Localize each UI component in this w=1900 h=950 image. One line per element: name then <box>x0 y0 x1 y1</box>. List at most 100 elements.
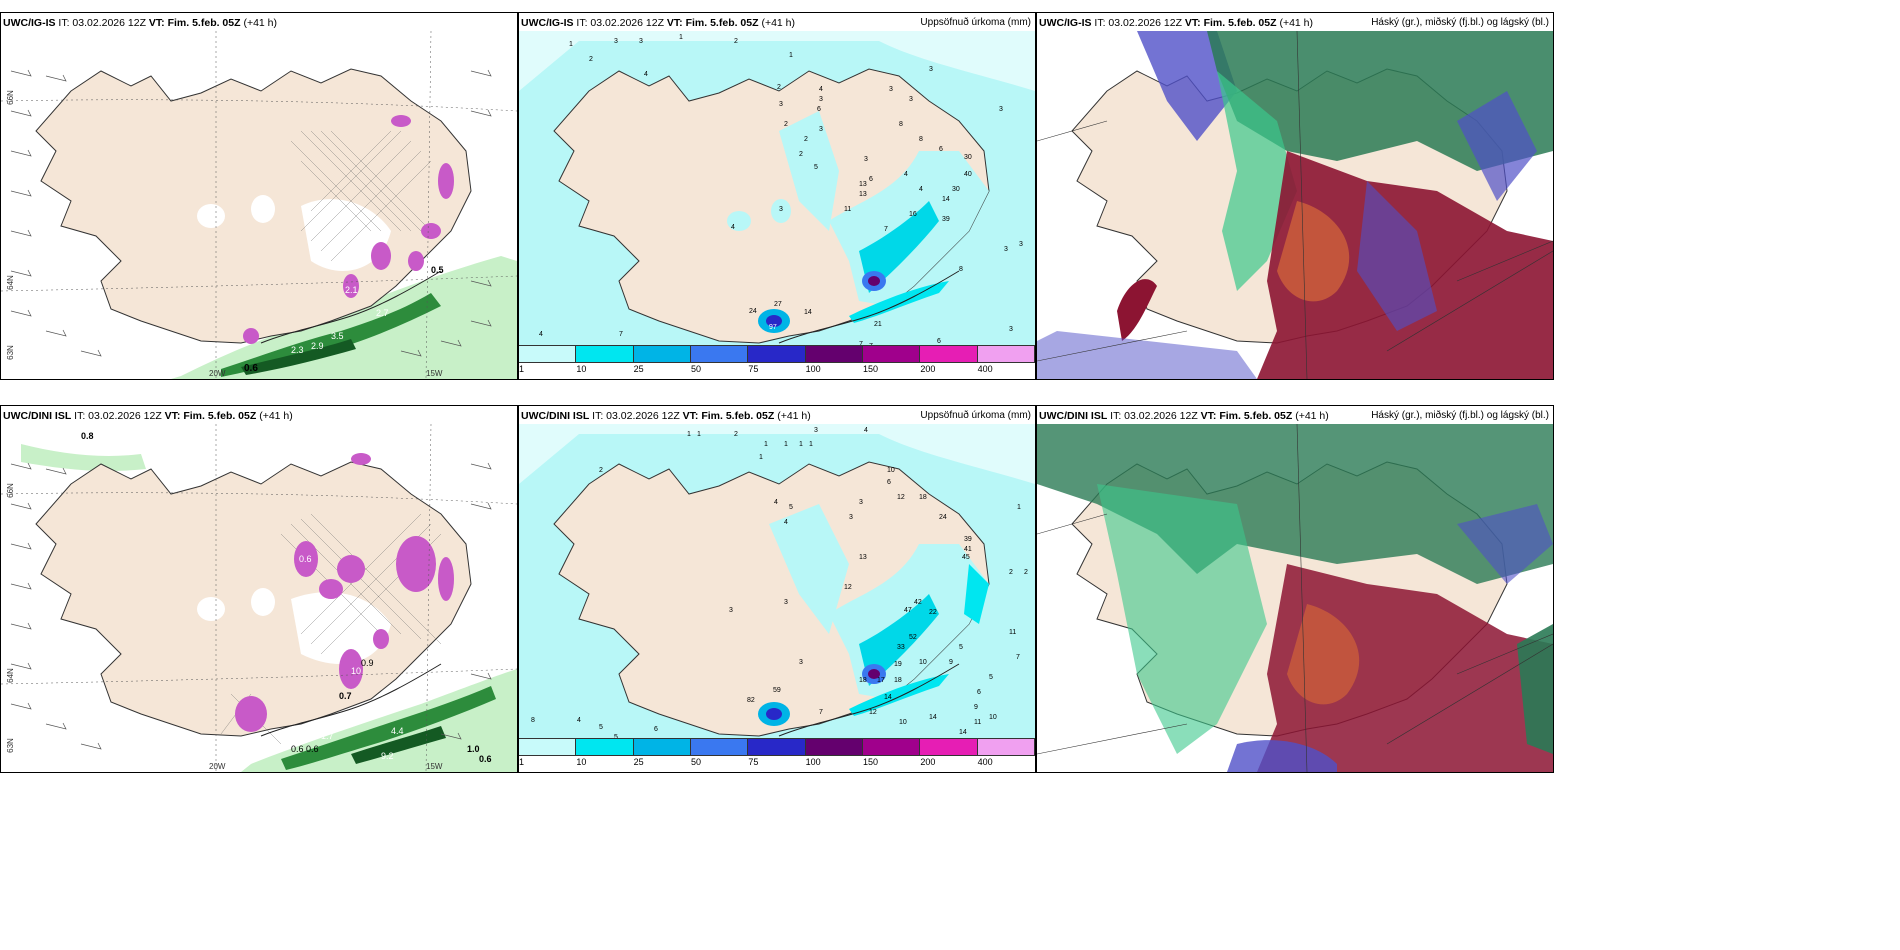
panel-title: UWC/IG-IS IT: 03.02.2026 12Z VT: Fim. 5.… <box>1039 17 1314 29</box>
svg-text:11: 11 <box>844 206 851 213</box>
svg-text:3: 3 <box>859 499 863 506</box>
svg-text:1.7: 1.7 <box>321 731 334 741</box>
svg-text:9: 9 <box>949 659 953 666</box>
svg-text:8: 8 <box>899 121 903 128</box>
legend-label: 10 <box>576 757 587 767</box>
value-label: 0.6 <box>244 363 258 374</box>
svg-text:3: 3 <box>889 86 893 93</box>
precip-legend: 1 10 25 50 75 100 150 200 400 <box>519 738 1035 772</box>
panel-subtitle: Uppsöfnuð úrkoma (mm) <box>920 410 1031 421</box>
svg-text:2: 2 <box>1009 569 1013 576</box>
legend-swatch <box>805 738 863 756</box>
svg-text:39: 39 <box>964 536 972 543</box>
svg-text:4: 4 <box>819 86 823 93</box>
svg-text:11: 11 <box>974 719 981 726</box>
svg-text:7: 7 <box>619 331 623 338</box>
legend-swatch <box>977 738 1035 756</box>
svg-text:4: 4 <box>864 427 868 434</box>
svg-text:4: 4 <box>904 171 908 178</box>
legend-label: 150 <box>863 757 879 767</box>
svg-text:0.6: 0.6 <box>249 746 262 756</box>
legend-label: 75 <box>748 757 759 767</box>
cloud-map <box>1037 31 1553 379</box>
panel-title: UWC/DINI ISL IT: 03.02.2026 12Z VT: Fim.… <box>521 410 811 422</box>
svg-text:4: 4 <box>774 499 778 506</box>
lon-label: 20W <box>209 369 226 378</box>
svg-text:12: 12 <box>869 709 877 716</box>
svg-text:14: 14 <box>929 714 937 721</box>
svg-text:59: 59 <box>773 687 781 694</box>
legend-swatch <box>690 345 749 363</box>
svg-text:10: 10 <box>887 467 895 474</box>
svg-text:45: 45 <box>962 554 970 561</box>
svg-text:39: 39 <box>942 216 950 223</box>
svg-text:3: 3 <box>1009 326 1013 333</box>
legend-label: 200 <box>920 364 936 374</box>
svg-text:27: 27 <box>774 301 782 308</box>
wind-precip-map: 0.8 0.6 0.7 0.6 0.6 0.6 1.7 4.4 1.0 0.6 … <box>1 424 517 772</box>
svg-text:3: 3 <box>999 106 1003 113</box>
legend-label: 75 <box>748 364 759 374</box>
svg-text:3: 3 <box>819 126 823 133</box>
svg-text:3: 3 <box>1019 241 1023 248</box>
svg-text:2: 2 <box>599 467 603 474</box>
svg-text:10: 10 <box>899 719 907 726</box>
svg-text:13: 13 <box>859 181 867 188</box>
svg-text:1: 1 <box>679 34 683 41</box>
svg-text:7: 7 <box>819 709 823 716</box>
svg-text:4: 4 <box>577 717 581 724</box>
svg-text:1: 1 <box>569 41 573 48</box>
svg-text:3: 3 <box>614 38 618 45</box>
legend-label: 1 <box>519 364 525 374</box>
svg-text:3: 3 <box>729 607 733 614</box>
panel-title: UWC/IG-IS IT: 03.02.2026 12Z VT: Fim. 5.… <box>3 17 278 29</box>
value-label: 2.9 <box>311 341 324 351</box>
svg-text:7: 7 <box>884 226 888 233</box>
svg-text:1: 1 <box>759 454 763 461</box>
svg-text:5: 5 <box>789 504 793 511</box>
svg-text:3: 3 <box>784 599 788 606</box>
svg-text:16: 16 <box>909 211 917 218</box>
svg-text:6: 6 <box>977 689 981 696</box>
legend-label: 100 <box>805 757 821 767</box>
svg-text:4: 4 <box>784 519 788 526</box>
value-label: 2.3 <box>291 345 304 355</box>
svg-text:21: 21 <box>874 321 882 328</box>
svg-text:7: 7 <box>859 341 863 348</box>
lat-label: 66N <box>5 90 15 105</box>
svg-text:3: 3 <box>819 96 823 103</box>
svg-text:0.6: 0.6 <box>299 554 312 564</box>
panel-title: UWC/DINI ISL IT: 03.02.2026 12Z VT: Fim.… <box>1039 410 1329 422</box>
svg-text:8: 8 <box>531 717 535 724</box>
lat-label: 63N <box>5 738 15 753</box>
svg-text:14: 14 <box>942 196 950 203</box>
legend-label: 400 <box>977 757 993 767</box>
svg-text:1: 1 <box>1017 504 1021 511</box>
legend-swatch <box>862 738 921 756</box>
svg-text:10: 10 <box>989 714 997 721</box>
panel-top-mid: UWC/IG-IS IT: 03.02.2026 12Z VT: Fim. 5.… <box>518 12 1036 380</box>
svg-text:6: 6 <box>654 726 658 733</box>
legend-label: 200 <box>920 757 936 767</box>
svg-text:30: 30 <box>952 186 960 193</box>
svg-text:41: 41 <box>964 546 972 553</box>
svg-text:19: 19 <box>894 661 902 668</box>
legend-swatch <box>748 738 806 756</box>
panel-title: UWC/IG-IS IT: 03.02.2026 12Z VT: Fim. 5.… <box>521 17 796 29</box>
svg-text:2: 2 <box>1024 569 1028 576</box>
legend-swatch <box>633 345 691 363</box>
svg-text:9.2: 9.2 <box>381 751 394 761</box>
svg-text:40: 40 <box>964 171 972 178</box>
svg-text:10: 10 <box>919 659 927 666</box>
svg-text:2: 2 <box>777 84 781 91</box>
svg-text:3: 3 <box>909 96 913 103</box>
precip-legend: 1 10 25 50 75 100 150 200 400 <box>519 345 1035 379</box>
svg-text:3: 3 <box>1004 246 1008 253</box>
legend-label: 25 <box>633 364 644 374</box>
svg-text:1: 1 <box>764 441 768 448</box>
legend-swatch <box>519 345 577 363</box>
svg-text:9: 9 <box>974 704 978 711</box>
lon-label: 15W <box>426 369 443 378</box>
svg-text:18: 18 <box>919 494 927 501</box>
